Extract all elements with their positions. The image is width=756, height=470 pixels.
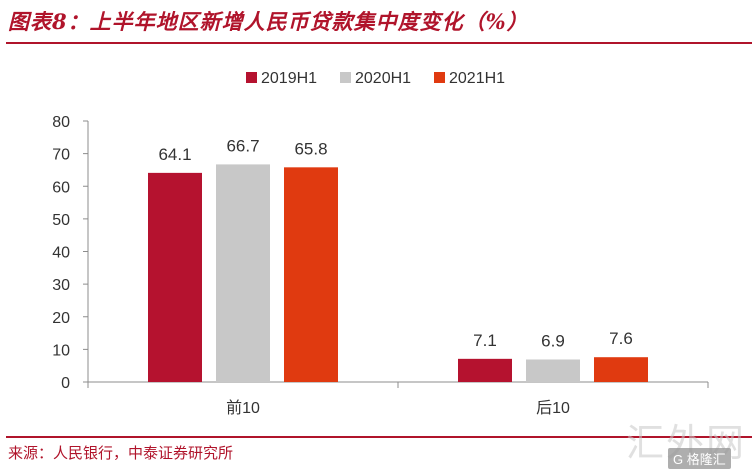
legend-swatch-2019H1 — [246, 72, 257, 83]
title-rule — [6, 42, 752, 44]
x-tick-label: 后10 — [536, 399, 570, 417]
x-axis: 前10 后10 — [87, 381, 709, 417]
y-tick-label: 20 — [52, 310, 70, 327]
legend-swatch-2021H1 — [434, 72, 445, 83]
bar-2020H1-1 — [526, 359, 580, 382]
y-tick-label: 50 — [52, 212, 70, 229]
data-label-2019H1-0: 64.1 — [158, 145, 191, 164]
watermark-badge: G 格隆汇 — [668, 448, 731, 469]
bar-2020H1-0 — [216, 164, 270, 382]
y-tick-label: 80 — [52, 114, 70, 131]
legend-label-2020H1: 2020H1 — [355, 70, 411, 87]
chart-title: 图表8：上半年地区新增人民币贷款集中度变化（%） — [8, 9, 529, 34]
data-label-2020H1-1: 6.9 — [541, 331, 565, 350]
y-tick-label: 30 — [52, 277, 70, 294]
data-label-2021H1-0: 65.8 — [294, 139, 327, 158]
legend-swatch-2020H1 — [340, 72, 351, 83]
x-tick-label: 前10 — [226, 399, 260, 417]
chart-bars: 64.1 66.7 65.8 7.1 6.9 7.6 — [148, 136, 648, 382]
bar-2019H1-0 — [148, 172, 202, 382]
y-tick-label: 0 — [61, 375, 70, 392]
data-label-2020H1-0: 66.7 — [226, 136, 259, 155]
legend-label-2021H1: 2021H1 — [449, 70, 505, 87]
bar-chart: 2019H1 2020H1 2021H1 0 10 20 30 40 50 60 70 80 前10… — [52, 70, 709, 417]
y-tick-label: 40 — [52, 245, 70, 262]
data-label-2021H1-1: 7.6 — [609, 329, 633, 348]
bar-2021H1-0 — [284, 167, 338, 382]
bar-2021H1-1 — [594, 357, 648, 382]
bar-2019H1-1 — [458, 358, 512, 382]
source-rule — [6, 436, 752, 438]
chart-legend: 2019H1 2020H1 2021H1 — [246, 70, 505, 87]
source-note: 来源：人民银行，中泰证券研究所 — [8, 444, 234, 462]
y-tick-label: 10 — [52, 342, 70, 359]
legend-label-2019H1: 2019H1 — [261, 70, 317, 87]
y-tick-label: 70 — [52, 147, 70, 164]
y-axis: 0 10 20 30 40 50 60 70 80 — [52, 114, 89, 392]
data-label-2019H1-1: 7.1 — [473, 331, 497, 350]
y-tick-label: 60 — [52, 179, 70, 196]
